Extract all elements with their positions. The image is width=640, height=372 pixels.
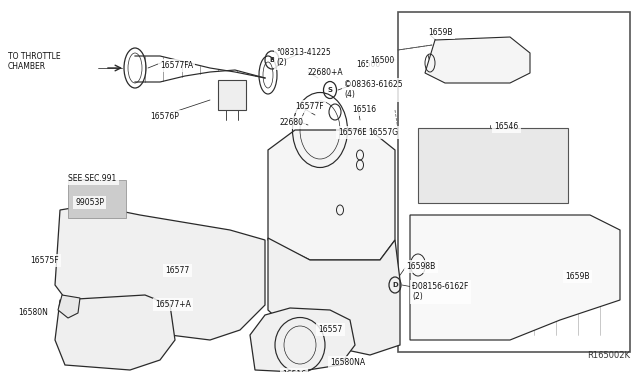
Bar [398,12,630,352]
Text: 99053P: 99053P [75,198,104,207]
Text: 16577F: 16577F [295,102,324,111]
Text: SEE SEC.991: SEE SEC.991 [68,174,116,183]
Text: 16576P: 16576P [150,112,179,121]
Text: ©08363-61625
(4): ©08363-61625 (4) [344,80,403,99]
Polygon shape [250,308,355,372]
Text: 16577FA: 16577FA [160,61,193,70]
Text: 16557: 16557 [318,325,342,334]
Bar [218,80,246,110]
Text: 16598B: 16598B [406,262,435,271]
Polygon shape [55,205,265,340]
Text: °08313-41225
(2): °08313-41225 (2) [276,48,331,67]
Text: 16577+A: 16577+A [155,300,191,309]
Polygon shape [58,295,80,318]
Text: R165002K: R165002K [587,351,630,360]
Polygon shape [425,37,530,83]
Text: 16557G: 16557G [368,128,398,137]
Polygon shape [268,238,400,355]
Text: 16580N: 16580N [18,308,48,317]
Text: 16546: 16546 [494,122,518,131]
Text: 16500: 16500 [370,56,394,65]
Text: 16580NA: 16580NA [330,358,365,367]
Text: 16516: 16516 [352,105,376,114]
Text: 16577: 16577 [165,266,189,275]
Text: B: B [269,57,275,63]
Text: 1659B: 1659B [565,272,589,281]
Text: 16576E: 16576E [338,128,367,137]
Bar [68,180,126,218]
Text: 16516: 16516 [282,370,306,372]
Text: TO THROTTLE
CHAMBER: TO THROTTLE CHAMBER [8,52,61,71]
Bar [418,128,568,203]
Text: D: D [392,282,398,288]
Text: 22680+A: 22680+A [308,68,344,77]
Polygon shape [55,295,175,370]
Text: 1659B: 1659B [428,28,452,37]
Text: Ð08156-6162F
(2): Ð08156-6162F (2) [412,282,468,301]
Polygon shape [268,130,395,260]
Text: 22680: 22680 [280,118,304,127]
Polygon shape [410,215,620,340]
Text: 16575F: 16575F [30,256,59,265]
Text: S: S [328,87,333,93]
Text: 16500: 16500 [356,60,380,69]
